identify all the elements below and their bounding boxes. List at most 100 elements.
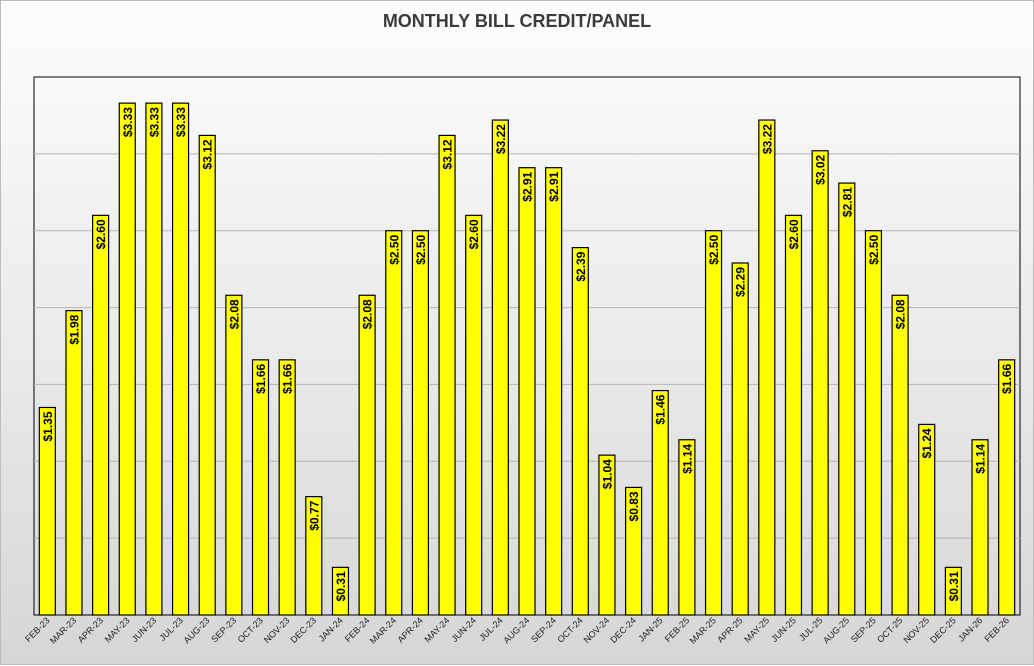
data-label: $3.12 <box>201 139 215 169</box>
bar <box>784 214 803 616</box>
bar <box>118 102 136 616</box>
x-tick-label: APR-24 <box>395 615 424 644</box>
bar <box>838 182 856 616</box>
bar <box>65 310 83 616</box>
x-tick-label: JAN-25 <box>636 615 664 643</box>
bar <box>545 167 563 616</box>
x-tick-label: DEC-24 <box>608 615 638 645</box>
data-label: $2.08 <box>361 299 375 329</box>
data-label: $1.24 <box>920 428 934 458</box>
bar <box>758 119 776 616</box>
data-label: $1.04 <box>600 459 614 489</box>
x-tick-label: MAR-25 <box>688 615 718 645</box>
bar <box>438 134 456 616</box>
bar <box>571 247 589 616</box>
data-label: $2.91 <box>521 171 535 201</box>
x-tick-label: AUG-24 <box>501 615 531 645</box>
x-tick-label: AUG-23 <box>182 615 212 645</box>
x-tick-label: AUG-25 <box>821 615 851 645</box>
bar <box>145 102 163 616</box>
bar <box>891 294 909 616</box>
data-label: $1.98 <box>67 314 81 344</box>
data-label: $1.66 <box>281 364 295 394</box>
data-label: $1.14 <box>680 443 694 473</box>
x-tick-label: MAY-24 <box>422 615 451 644</box>
bar <box>278 359 296 616</box>
x-tick-label: MAR-23 <box>48 615 78 645</box>
bar <box>731 262 749 616</box>
x-tick-label: OCT-25 <box>875 615 904 644</box>
data-label: $2.50 <box>707 234 721 264</box>
bar <box>358 294 376 616</box>
bar <box>198 134 216 616</box>
data-label: $2.29 <box>734 267 748 297</box>
x-tick-label: APR-23 <box>76 615 105 644</box>
data-label: $2.39 <box>574 251 588 281</box>
x-tick-label: DEC-25 <box>928 615 958 645</box>
data-label: $2.60 <box>787 219 801 249</box>
x-tick-label: MAY-23 <box>103 615 132 644</box>
bar <box>864 230 883 616</box>
x-tick-label: DEC-23 <box>289 615 319 645</box>
x-tick-label: JAN-24 <box>317 615 345 643</box>
x-tick-label: JUN-25 <box>769 615 798 644</box>
x-tick-label: JAN-26 <box>956 615 984 643</box>
data-label: $2.81 <box>840 187 854 217</box>
data-label: $1.46 <box>654 394 668 424</box>
data-label: $3.33 <box>147 107 161 137</box>
bar <box>491 119 509 616</box>
x-tick-label: SEP-23 <box>209 615 238 644</box>
x-tick-label: MAR-24 <box>368 615 398 645</box>
bar <box>171 102 190 616</box>
data-label: $3.22 <box>494 124 508 154</box>
x-tick-label: SEP-24 <box>529 615 558 644</box>
bar <box>225 294 243 616</box>
data-label: $2.50 <box>867 234 881 264</box>
x-tick-label: OCT-23 <box>236 615 265 644</box>
x-tick-label: NOV-25 <box>901 615 931 645</box>
x-tick-label: FEB-24 <box>343 615 372 644</box>
data-label: $0.31 <box>334 571 348 601</box>
data-label: $3.12 <box>441 139 455 169</box>
bar <box>92 214 110 616</box>
data-label: $0.31 <box>947 571 961 601</box>
data-label: $2.60 <box>94 219 108 249</box>
x-tick-label: JUN-24 <box>449 615 478 644</box>
x-tick-label: NOV-23 <box>262 615 292 645</box>
x-tick-label: SEP-25 <box>849 615 878 644</box>
data-label: $1.35 <box>41 411 55 441</box>
data-label: $2.60 <box>467 219 481 249</box>
bar <box>998 359 1016 616</box>
data-label: $2.50 <box>414 234 428 264</box>
bar <box>251 359 270 616</box>
data-label: $3.33 <box>121 107 135 137</box>
data-label: $2.08 <box>227 299 241 329</box>
bar <box>518 167 536 616</box>
x-tick-label: FEB-25 <box>663 615 692 644</box>
data-label: $0.83 <box>627 491 641 521</box>
data-label: $1.66 <box>1000 364 1014 394</box>
x-tick-label: OCT-24 <box>555 615 584 644</box>
data-label: $3.33 <box>174 107 188 137</box>
bar <box>465 214 483 616</box>
chart-title: MONTHLY BILL CREDIT/PANEL <box>382 11 652 31</box>
bar <box>385 230 403 616</box>
data-label: $2.08 <box>894 299 908 329</box>
bar <box>811 150 829 616</box>
x-tick-label: FEB-23 <box>23 615 52 644</box>
data-label: $0.77 <box>307 500 321 530</box>
x-tick-label: JUN-23 <box>130 615 159 644</box>
x-tick-label: NOV-24 <box>582 615 612 645</box>
x-tick-label: FEB-26 <box>982 615 1011 644</box>
data-label: $3.22 <box>760 124 774 154</box>
bar <box>704 230 723 616</box>
data-label: $1.14 <box>974 443 988 473</box>
x-tick-label: APR-25 <box>715 615 744 644</box>
data-label: $2.91 <box>547 171 561 201</box>
bar <box>411 230 429 616</box>
data-label: $2.50 <box>387 234 401 264</box>
data-label: $3.02 <box>814 154 828 184</box>
data-label: $1.66 <box>254 364 268 394</box>
